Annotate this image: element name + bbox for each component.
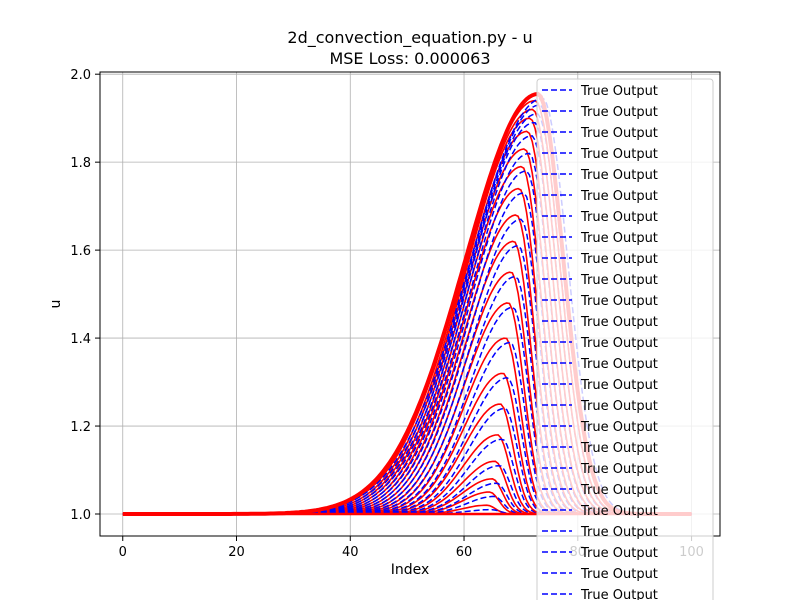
legend-label: True Output xyxy=(580,546,658,561)
axes-frame xyxy=(99,71,721,537)
x-tick-label: 40 xyxy=(342,545,359,560)
legend-label: True Output xyxy=(580,399,658,414)
x-tick-label: 60 xyxy=(456,545,473,560)
legend-label: True Output xyxy=(580,504,658,519)
y-tick-label: 1.2 xyxy=(70,420,91,435)
legend-label: True Output xyxy=(580,378,658,393)
y-axis-label: u xyxy=(48,300,64,309)
y-tick-label: 2.0 xyxy=(70,68,91,83)
legend-label: True Output xyxy=(580,462,658,477)
y-tick-label: 1.0 xyxy=(70,508,91,523)
y-tick-label: 1.4 xyxy=(70,332,91,347)
legend-label: True Output xyxy=(580,315,658,330)
legend-label: True Output xyxy=(580,294,658,309)
legend-label: True Output xyxy=(580,336,658,351)
chart-subtitle: MSE Loss: 0.000063 xyxy=(329,49,490,68)
legend-label: True Output xyxy=(580,483,658,498)
legend-label: True Output xyxy=(580,168,658,183)
legend-label: True Output xyxy=(580,147,658,162)
legend-label: True Output xyxy=(580,84,658,99)
y-tick-label: 1.8 xyxy=(70,156,91,171)
legend-label: True Output xyxy=(580,105,658,120)
legend-label: True Output xyxy=(580,441,658,456)
legend-label: True Output xyxy=(580,231,658,246)
legend-label: True Output xyxy=(580,189,658,204)
legend-label: True Output xyxy=(580,273,658,288)
legend-label: True Output xyxy=(580,567,658,582)
legend-label: True Output xyxy=(580,357,658,372)
legend-label: True Output xyxy=(580,588,658,600)
x-tick-label: 20 xyxy=(228,545,245,560)
legend-items: True Output True Output True Output True Ou… xyxy=(542,84,658,600)
legend-label: True Output xyxy=(580,525,658,540)
legend-box xyxy=(536,78,714,600)
y-tick-label: 1.6 xyxy=(70,244,91,259)
legend-label: True Output xyxy=(580,126,658,141)
legend-label: True Output xyxy=(580,420,658,435)
legend-label: True Output xyxy=(580,210,658,225)
chart-title: 2d_convection_equation.py - u xyxy=(287,28,532,48)
x-tick-label: 0 xyxy=(119,545,127,560)
legend-label: True Output xyxy=(580,252,658,267)
x-axis-label: Index xyxy=(391,562,430,578)
legend: True Output True Output True Output True Ou… xyxy=(536,78,714,600)
